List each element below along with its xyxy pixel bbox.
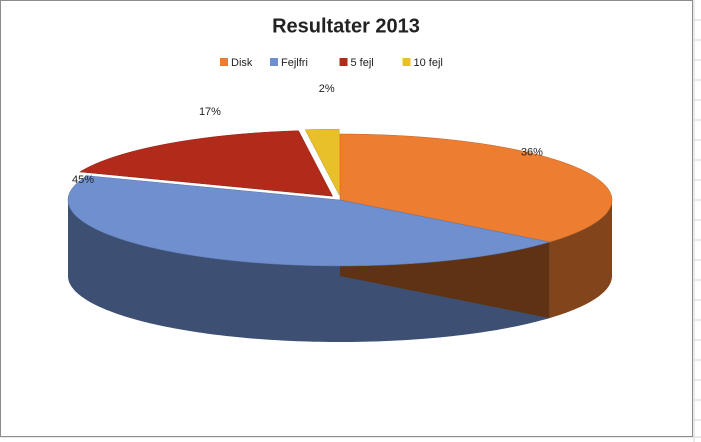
data-label: 17% — [199, 106, 221, 118]
legend-swatch — [270, 58, 278, 66]
legend-swatch — [339, 58, 348, 66]
data-label: 45% — [72, 174, 94, 186]
data-label: 2% — [319, 83, 335, 95]
legend-label: Fejlfri — [281, 57, 308, 69]
pie-slice — [339, 133, 613, 243]
chart-border — [0, 0, 693, 437]
pie-side — [549, 200, 612, 319]
chart-title: Resultater 2013 — [272, 15, 420, 37]
legend-swatch — [220, 58, 228, 66]
pie-slice — [67, 175, 550, 267]
pie-side — [68, 200, 550, 342]
data-label: 36% — [521, 147, 543, 159]
legend-swatch — [402, 58, 411, 66]
pie-slice — [78, 130, 334, 197]
pie-slice — [304, 128, 340, 196]
legend-label: Disk — [231, 57, 253, 69]
legend-label: 10 fejl — [414, 57, 443, 69]
legend-label: 5 fejl — [351, 57, 374, 69]
